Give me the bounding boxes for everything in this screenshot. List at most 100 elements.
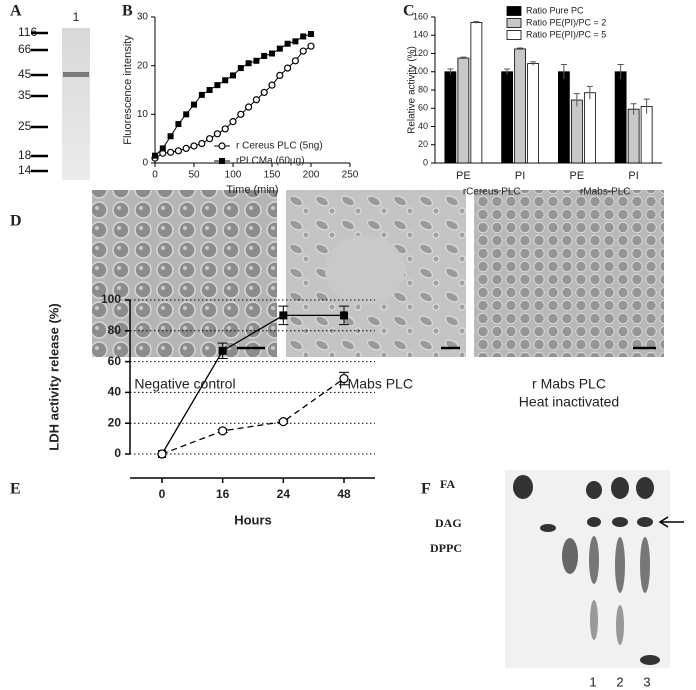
y-axis-label: Fluorescence intensity xyxy=(122,35,134,145)
marker xyxy=(206,87,213,93)
x-tick-label: PE xyxy=(570,170,585,182)
tlc-spots xyxy=(513,475,660,665)
marker xyxy=(218,426,228,436)
marker xyxy=(252,96,260,104)
legend-swatch xyxy=(506,6,522,16)
y-axis-label: Relative activity (%) xyxy=(407,46,418,134)
marker-label: 14 xyxy=(18,163,32,177)
error-bar xyxy=(643,98,650,114)
marker xyxy=(299,47,307,55)
bar xyxy=(614,71,627,164)
error-bar xyxy=(560,63,567,80)
marker xyxy=(175,121,182,128)
marker xyxy=(182,144,190,152)
marker xyxy=(268,81,276,89)
marker xyxy=(300,33,307,40)
marker xyxy=(253,57,260,64)
y-tick-label: 40 xyxy=(418,121,428,131)
spot-label: FA xyxy=(440,477,455,491)
panel-letter: F xyxy=(421,481,431,498)
marker-label: 18 xyxy=(18,148,32,162)
gel-image xyxy=(62,28,90,180)
group-label: rCereus PLC xyxy=(463,187,521,198)
arrow xyxy=(658,516,684,528)
bar xyxy=(527,63,540,164)
bar xyxy=(557,71,570,164)
error-bar xyxy=(586,85,593,100)
bar xyxy=(514,48,527,164)
marker xyxy=(307,42,315,50)
y-tick-label: 0 xyxy=(114,446,121,460)
error-bar xyxy=(460,56,467,59)
marker xyxy=(206,135,214,143)
x-tick-label: PI xyxy=(515,170,525,182)
marker-label: 116 xyxy=(18,25,37,39)
legend-label: Ratio PE(PI)/PC = 5 xyxy=(526,29,606,39)
lane-label: 1 xyxy=(589,674,596,689)
marker xyxy=(198,91,205,98)
group-label: rMabs-PLC xyxy=(580,187,631,198)
error-bar xyxy=(530,61,537,66)
marker-label: 66 xyxy=(18,42,32,56)
legend-label: Ratio Pure PC xyxy=(526,5,584,15)
x-tick-label: 24 xyxy=(277,487,291,501)
x-axis-label: Time (min) xyxy=(226,184,278,196)
marker xyxy=(245,60,252,67)
marker xyxy=(157,449,167,459)
marker xyxy=(229,118,237,126)
marker xyxy=(167,133,174,140)
error-bar xyxy=(504,68,511,75)
x-tick-label: PE xyxy=(456,170,471,182)
legend-label: r Cereus PLC (5ng) xyxy=(236,141,323,152)
marker xyxy=(308,31,314,38)
marker xyxy=(159,145,166,152)
marker xyxy=(198,139,206,148)
marker xyxy=(230,72,236,79)
marker xyxy=(218,346,227,355)
error-bar xyxy=(617,63,624,80)
marker xyxy=(260,88,268,97)
y-tick-label: 100 xyxy=(413,66,428,76)
y-tick-label: 120 xyxy=(413,48,428,58)
marker xyxy=(191,101,197,108)
panel-letter: D xyxy=(10,213,22,230)
y-tick-label: 0 xyxy=(142,158,148,169)
y-tick-label: 160 xyxy=(413,11,428,21)
x-tick-label: 48 xyxy=(337,487,351,501)
marker xyxy=(261,52,268,59)
x-tick-label: 50 xyxy=(188,170,200,181)
marker xyxy=(152,152,158,159)
bar xyxy=(444,71,457,164)
y-tick-label: 20 xyxy=(137,60,149,71)
y-tick-label: 140 xyxy=(413,30,428,40)
y-tick-label: 30 xyxy=(137,12,149,23)
marker xyxy=(284,64,292,72)
marker xyxy=(340,311,348,320)
marker xyxy=(237,110,245,118)
error-bar xyxy=(447,68,454,75)
y-axis-label: LDH activity release (%) xyxy=(46,303,61,450)
x-tick-label: 16 xyxy=(216,487,230,501)
y-tick-label: 20 xyxy=(418,139,428,149)
series-line xyxy=(154,33,312,157)
x-tick-label: 150 xyxy=(264,170,281,181)
legend-swatch xyxy=(506,30,522,40)
marker xyxy=(276,71,284,80)
marker xyxy=(190,142,198,150)
y-tick-label: 40 xyxy=(108,385,122,399)
marker xyxy=(167,148,175,156)
caption: r Mabs PLC xyxy=(532,376,606,392)
error-bar xyxy=(473,21,480,24)
marker xyxy=(222,77,229,84)
micrograph xyxy=(474,190,664,357)
bar xyxy=(501,71,514,164)
lane-label: 2 xyxy=(616,674,623,689)
marker xyxy=(218,142,226,150)
y-tick-label: 60 xyxy=(108,354,122,368)
x-tick-label: 100 xyxy=(225,170,242,181)
x-tick-label: 0 xyxy=(159,487,166,501)
marker xyxy=(278,417,288,427)
marker xyxy=(237,65,244,72)
marker xyxy=(291,57,299,65)
